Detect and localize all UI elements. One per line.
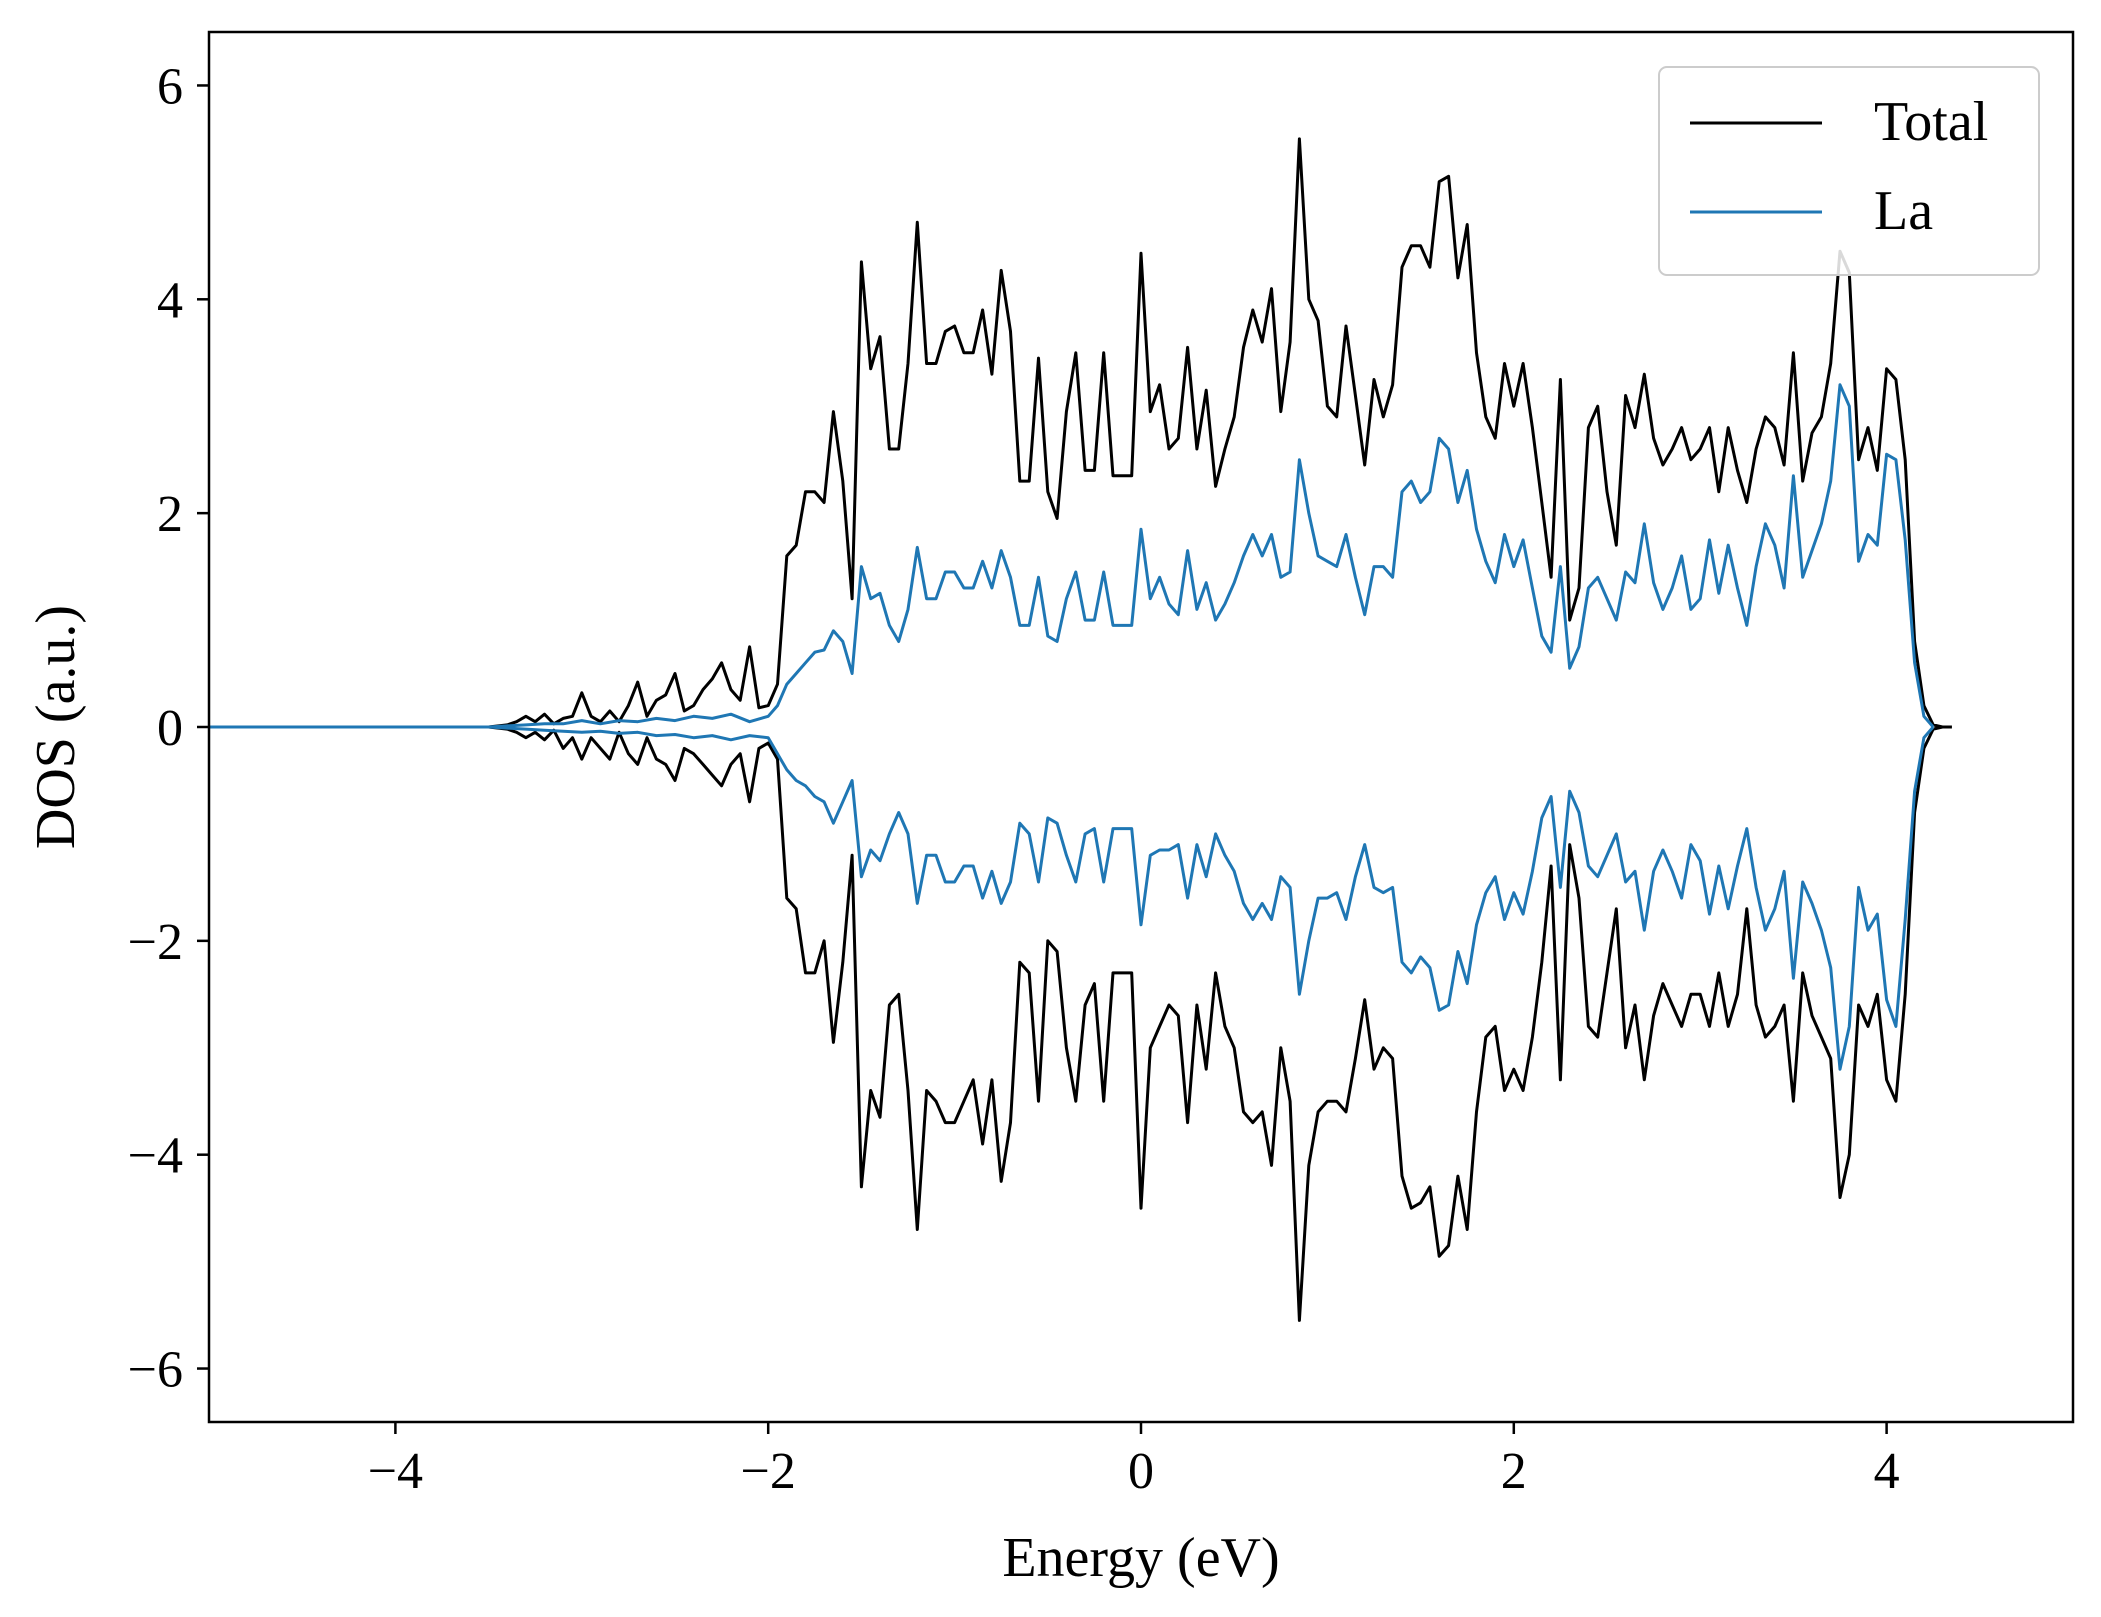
- series-line-total-spin-down: [209, 725, 1952, 1322]
- x-tick-label: 2: [1501, 1443, 1527, 1500]
- x-axis-label: Energy (eV): [1002, 1527, 1279, 1589]
- y-tick-label: −4: [128, 1128, 183, 1185]
- x-tick-label: 4: [1874, 1443, 1900, 1500]
- y-tick-label: 4: [157, 272, 183, 329]
- x-axis-ticks: −4 −2 0 2 4: [368, 1422, 1900, 1500]
- series-line-total-spin-up: [209, 137, 1952, 729]
- y-tick-label: 0: [157, 700, 183, 757]
- y-tick-label: −2: [128, 914, 183, 971]
- x-tick-label: 0: [1128, 1443, 1154, 1500]
- y-tick-label: 2: [157, 486, 183, 543]
- series-line-la-spin-up: [209, 383, 1935, 729]
- y-tick-label: 6: [157, 58, 183, 115]
- series-line-la-spin-down: [209, 725, 1935, 1071]
- series-lines: [209, 137, 1952, 1322]
- y-axis-label: DOS (a.u.): [25, 605, 87, 849]
- legend-box: [1658, 66, 2040, 276]
- x-tick-label: −2: [741, 1443, 796, 1500]
- x-tick-label: −4: [368, 1443, 423, 1500]
- legend-label-la: La: [1874, 180, 1933, 242]
- legend-label-total: Total: [1874, 91, 1988, 153]
- y-axis-ticks: −6 −4 −2 0 2 4 6: [128, 58, 209, 1399]
- legend: Total La: [1658, 66, 2040, 276]
- y-tick-label: −6: [128, 1342, 183, 1399]
